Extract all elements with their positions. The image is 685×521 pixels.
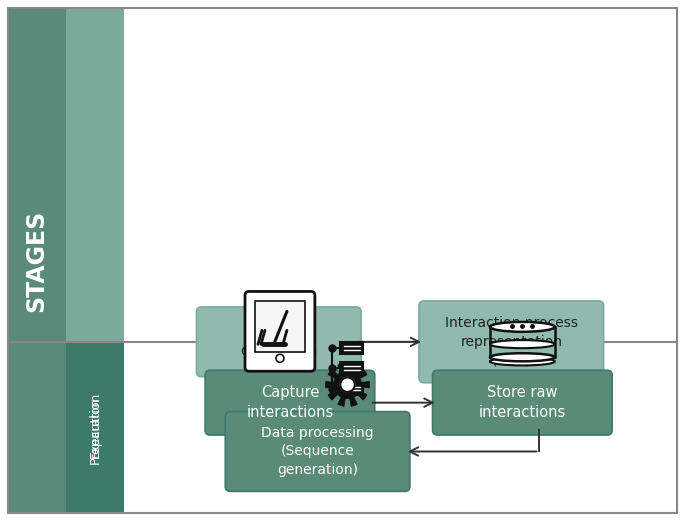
- Bar: [8, 8, 66, 513]
- Text: UI Formal
description: UI Formal description: [240, 326, 317, 358]
- Polygon shape: [325, 363, 369, 406]
- FancyBboxPatch shape: [225, 412, 410, 491]
- FancyBboxPatch shape: [432, 370, 612, 435]
- Ellipse shape: [490, 353, 555, 362]
- Text: Capture
interactions: Capture interactions: [247, 385, 334, 420]
- Text: Execution: Execution: [88, 397, 101, 458]
- Bar: [66, 8, 124, 342]
- FancyBboxPatch shape: [197, 307, 361, 377]
- Bar: [256, 301, 305, 352]
- Text: Store raw
interactions: Store raw interactions: [479, 385, 566, 420]
- FancyBboxPatch shape: [340, 362, 364, 374]
- Ellipse shape: [490, 322, 555, 332]
- Text: Preparation: Preparation: [88, 391, 101, 464]
- Ellipse shape: [490, 357, 555, 365]
- FancyBboxPatch shape: [340, 382, 364, 394]
- Text: STAGES: STAGES: [25, 209, 49, 312]
- FancyBboxPatch shape: [245, 291, 315, 371]
- FancyBboxPatch shape: [419, 301, 603, 383]
- Text: Data processing
(Sequence
generation): Data processing (Sequence generation): [261, 426, 374, 477]
- Text: Interaction process
representation
(FSM): Interaction process representation (FSM): [445, 316, 577, 367]
- Ellipse shape: [490, 340, 555, 348]
- Bar: [66, 342, 124, 513]
- Circle shape: [340, 377, 355, 392]
- FancyBboxPatch shape: [205, 370, 375, 435]
- FancyBboxPatch shape: [340, 342, 364, 354]
- Bar: [66, 342, 124, 513]
- Circle shape: [276, 354, 284, 362]
